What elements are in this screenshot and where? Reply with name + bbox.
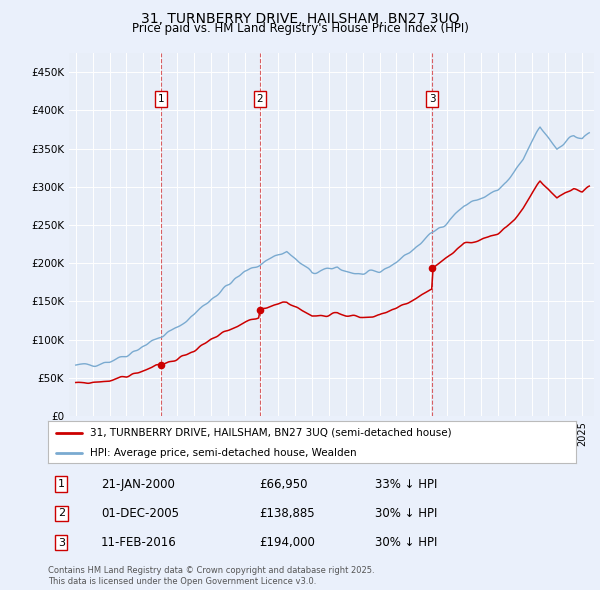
Text: Price paid vs. HM Land Registry's House Price Index (HPI): Price paid vs. HM Land Registry's House … [131,22,469,35]
Text: £138,885: £138,885 [259,507,315,520]
Text: 30% ↓ HPI: 30% ↓ HPI [376,507,438,520]
Text: 3: 3 [58,537,65,548]
Text: £66,950: £66,950 [259,477,308,491]
Text: 01-DEC-2005: 01-DEC-2005 [101,507,179,520]
Text: 21-JAN-2000: 21-JAN-2000 [101,477,175,491]
Text: 2: 2 [58,509,65,518]
Point [255,305,265,314]
Text: 31, TURNBERRY DRIVE, HAILSHAM, BN27 3UQ: 31, TURNBERRY DRIVE, HAILSHAM, BN27 3UQ [141,12,459,26]
Text: 33% ↓ HPI: 33% ↓ HPI [376,477,438,491]
Text: HPI: Average price, semi-detached house, Wealden: HPI: Average price, semi-detached house,… [90,448,357,457]
Point [156,360,166,369]
Text: 2: 2 [257,94,263,104]
Text: 3: 3 [429,94,436,104]
Text: £194,000: £194,000 [259,536,315,549]
Text: 11-FEB-2016: 11-FEB-2016 [101,536,176,549]
Text: 31, TURNBERRY DRIVE, HAILSHAM, BN27 3UQ (semi-detached house): 31, TURNBERRY DRIVE, HAILSHAM, BN27 3UQ … [90,428,452,438]
Text: 1: 1 [58,479,65,489]
Text: 1: 1 [158,94,164,104]
Text: 30% ↓ HPI: 30% ↓ HPI [376,536,438,549]
Text: Contains HM Land Registry data © Crown copyright and database right 2025.: Contains HM Land Registry data © Crown c… [48,566,374,575]
Text: This data is licensed under the Open Government Licence v3.0.: This data is licensed under the Open Gov… [48,577,316,586]
Point [427,263,437,273]
